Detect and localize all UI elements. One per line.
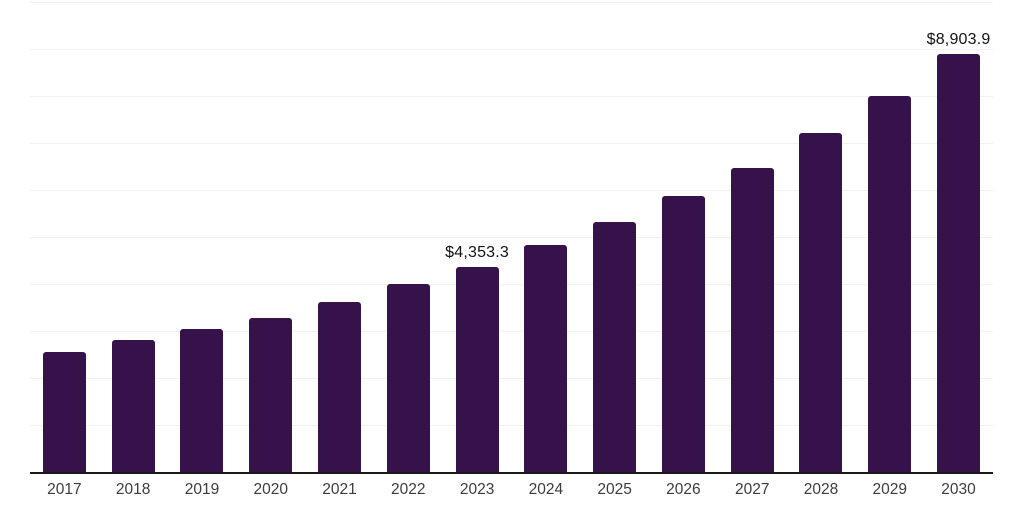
bar-band-2017 — [30, 2, 99, 472]
bar-band-2030: $8,903.9 — [924, 2, 993, 472]
bar-band-2018 — [99, 2, 168, 472]
x-tick-label-2026: 2026 — [666, 481, 701, 498]
x-tick-label-2019: 2019 — [184, 481, 220, 498]
x-tick-label-2025: 2025 — [597, 481, 632, 498]
bar-band-2027 — [718, 2, 787, 472]
x-tick-label-2024: 2024 — [528, 481, 564, 498]
gridline-8000 — [30, 96, 993, 97]
gridline-7000 — [30, 143, 993, 144]
plot-area: $4,353.3 $8,903.9 — [30, 2, 993, 474]
x-tick-label-2020: 2020 — [253, 481, 288, 498]
bar-2028[interactable] — [799, 133, 843, 472]
x-tick-label-2027: 2027 — [734, 481, 770, 498]
x-tick-label-2018: 2018 — [115, 481, 151, 498]
bar-2019[interactable] — [180, 328, 224, 472]
bar-2021[interactable] — [318, 301, 362, 472]
bar-band-2022 — [374, 2, 443, 472]
bar-2029[interactable] — [868, 96, 912, 472]
gridline-10000 — [30, 2, 993, 3]
bar-2024[interactable] — [524, 245, 568, 472]
bar-2026[interactable] — [661, 195, 705, 472]
x-tick-label-2023: 2023 — [459, 481, 495, 498]
x-axis-line — [30, 472, 993, 474]
bar-band-2028 — [787, 2, 856, 472]
gridline-1000 — [30, 425, 993, 426]
value-label-2030: $8,903.9 — [926, 30, 991, 48]
x-tick-label-2029: 2029 — [872, 481, 907, 498]
bar-2023[interactable]: $4,353.3 — [445, 244, 509, 472]
x-tick-label-2017: 2017 — [47, 481, 82, 498]
gridline-4000 — [30, 284, 993, 285]
x-tick-label-2022: 2022 — [391, 481, 426, 498]
x-tick-label-2030: 2030 — [941, 481, 976, 498]
bar-band-2020 — [236, 2, 305, 472]
x-tick-label-2028: 2028 — [803, 481, 839, 498]
bar-band-2023: $4,353.3 — [443, 2, 512, 472]
bar-2018[interactable] — [111, 340, 155, 472]
gridline-9000 — [30, 49, 993, 50]
gridline-2000 — [30, 378, 993, 379]
value-label-2023: $4,353.3 — [445, 244, 510, 262]
bar-2027[interactable] — [730, 167, 774, 472]
bar-2022[interactable] — [386, 284, 430, 472]
bar-band-2019 — [168, 2, 237, 472]
bar-band-2024 — [511, 2, 580, 472]
bar-band-2026 — [649, 2, 718, 472]
bar-2030[interactable]: $8,903.9 — [927, 31, 990, 472]
bar-2017[interactable] — [42, 352, 86, 472]
bar-band-2029 — [855, 2, 924, 472]
bar-2025[interactable] — [593, 221, 637, 472]
bar-2020[interactable] — [249, 317, 293, 472]
x-tick-label-2021: 2021 — [322, 481, 357, 498]
x-axis-labels: 2017 2018 2019 2020 2021 2022 2023 2024 2025 2026… — [30, 481, 993, 499]
bar-band-2021 — [305, 2, 374, 472]
bars-container: $4,353.3 $8,903.9 — [30, 2, 993, 472]
gridline-3000 — [30, 331, 993, 332]
gridline-6000 — [30, 190, 993, 191]
gridline-5000 — [30, 237, 993, 238]
bar-band-2025 — [580, 2, 649, 472]
